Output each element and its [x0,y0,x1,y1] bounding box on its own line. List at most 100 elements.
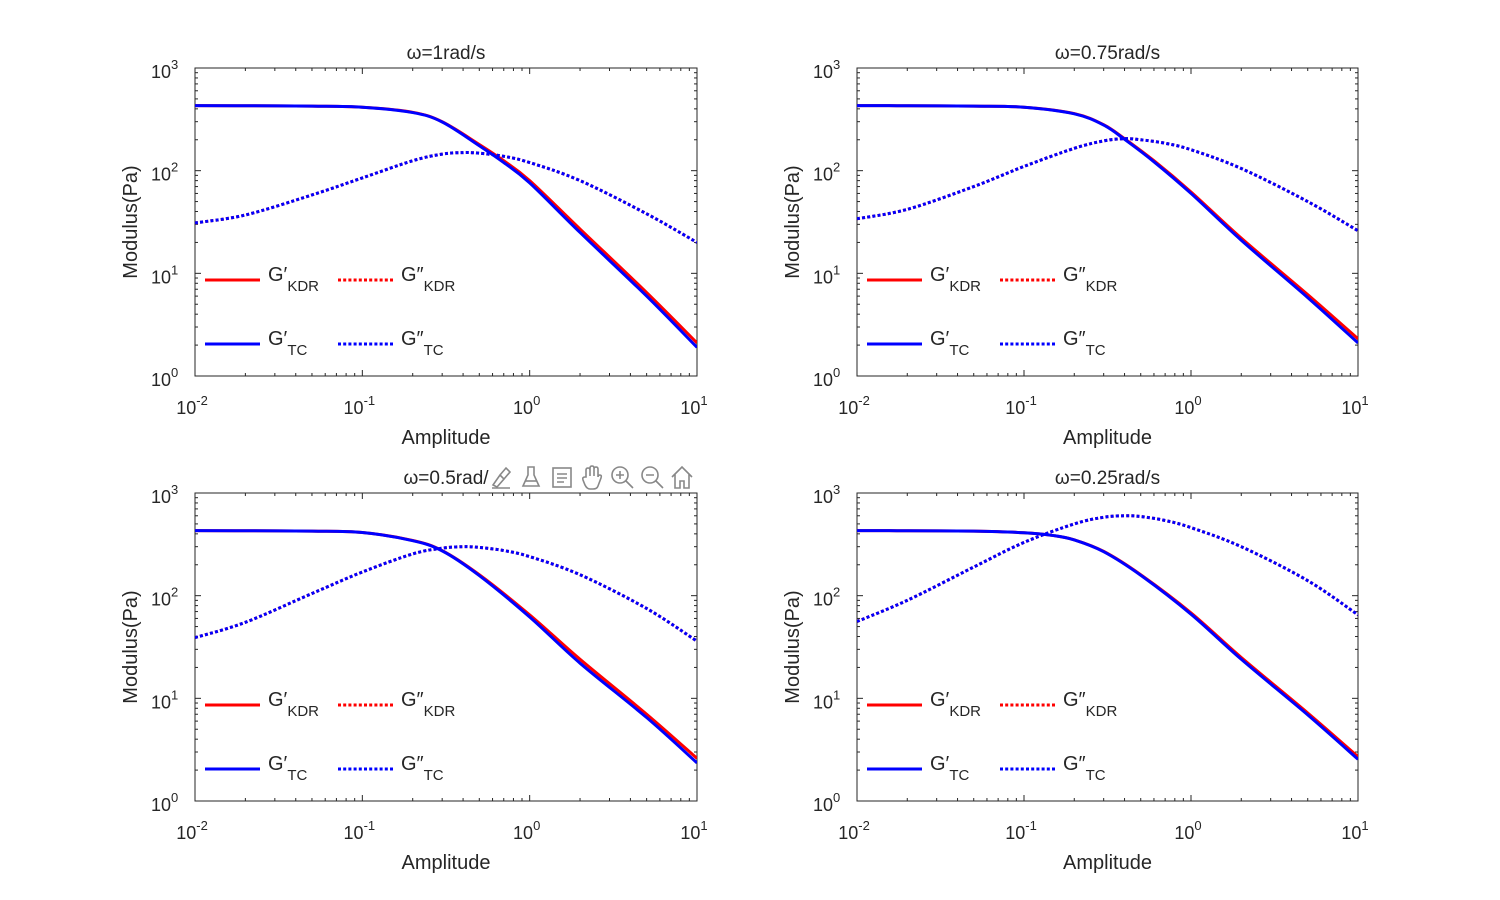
x-tick-base: 10 [513,398,533,418]
y-tick-base: 10 [151,267,171,287]
minor-ticks [195,68,697,376]
legend-main: G″ [401,689,424,711]
legend-label: G′KDR [268,264,319,295]
legend-main: G′ [930,689,950,711]
legend-main: G″ [1063,753,1086,775]
data-tip-icon[interactable] [552,467,572,488]
legend-main: G′ [930,753,950,775]
y-axis-label: Modulus(Pa) [120,165,142,278]
x-tick-exp: 1 [1361,393,1368,408]
y-tick-base: 10 [151,795,171,815]
brush-icon[interactable] [491,466,512,489]
legend-main: G′ [268,328,288,350]
y-tick-label: 101 [813,262,840,287]
y-tick-exp: 2 [171,160,178,175]
x-tick-label: 101 [1341,393,1368,418]
zoom-in-icon[interactable] [611,466,634,489]
x-tick-base: 10 [838,398,858,418]
legend-sub: KDR [949,703,981,720]
legend-sub: TC [1086,342,1106,359]
y-tick-label: 103 [151,482,178,507]
x-tick-label: 10-2 [838,393,870,418]
legend-label: G″KDR [401,264,455,295]
home-icon[interactable] [671,465,693,489]
legend-label: G″TC [1063,753,1106,784]
y-tick-label: 103 [813,482,840,507]
legend-sub: KDR [287,278,319,295]
y-tick-base: 10 [813,165,833,185]
x-tick-label: 10-1 [1005,393,1037,418]
legend-sub: KDR [424,703,456,720]
x-axis-label: Amplitude [402,427,491,449]
legend-main: G′ [268,753,288,775]
minor-ticks [857,68,1358,376]
x-tick-label: 10-1 [344,818,376,843]
legend-main: G″ [401,753,424,775]
x-tick-exp: -2 [858,393,870,408]
legend-main: G′ [930,264,950,286]
x-tick-label: 100 [513,818,540,843]
chart-title: ω=0.5rad/ [403,468,489,489]
legend-sub: TC [287,767,307,784]
y-tick-exp: 1 [833,687,840,702]
y-tick-exp: 0 [833,790,840,805]
legend-sub: TC [287,342,307,359]
x-tick-label: 100 [1174,818,1201,843]
x-tick-base: 10 [680,823,700,843]
legend-main: G″ [401,328,424,350]
subplot-2: 10-2 10-1 100 101100101102103ω=0.75rad/sAmp… [782,43,1369,449]
x-tick-base: 10 [1341,398,1361,418]
legend-sub: KDR [424,278,456,295]
y-tick-base: 10 [813,795,833,815]
series-line-gp-tc [857,104,1358,345]
axes-box [194,492,698,802]
axes-toolbar[interactable] [491,465,693,490]
y-tick-exp: 3 [171,482,178,497]
y-tick-label: 101 [151,687,178,712]
x-tick-base: 10 [838,823,858,843]
chart-title: ω=1rad/s [407,43,486,64]
x-tick-base: 10 [176,398,196,418]
y-axis-label: Modulus(Pa) [782,590,804,703]
x-tick-label: 10-2 [176,393,208,418]
zoom-out-icon[interactable] [641,466,664,489]
y-tick-exp: 1 [833,262,840,277]
x-tick-label: 100 [1174,393,1201,418]
x-tick-exp: 0 [533,393,540,408]
legend-sub: TC [1086,767,1106,784]
x-tick-exp: -1 [364,393,376,408]
legend-sub: TC [424,767,444,784]
eraser-icon[interactable] [521,466,541,487]
y-tick-label: 100 [151,365,178,390]
y-tick-base: 10 [813,370,833,390]
y-tick-exp: 0 [171,365,178,380]
y-tick-label: 102 [813,160,840,185]
chart-title: ω=0.75rad/s [1055,43,1160,64]
y-tick-exp: 2 [171,585,178,600]
pan-hand-icon[interactable] [581,465,603,490]
y-tick-base: 10 [151,165,171,185]
legend-label: G′TC [268,328,307,359]
legend-label: G″TC [401,328,444,359]
y-tick-base: 10 [151,692,171,712]
y-tick-label: 101 [151,262,178,287]
y-tick-label: 103 [813,57,840,82]
y-tick-exp: 1 [171,262,178,277]
series-line-gpp-tc [857,514,1358,623]
legend-label: G′KDR [930,264,981,295]
y-tick-exp: 1 [171,687,178,702]
legend-label: G″KDR [1063,689,1117,720]
x-tick-exp: 0 [1194,818,1201,833]
y-axis-label: Modulus(Pa) [120,590,142,703]
y-tick-base: 10 [813,267,833,287]
y-tick-exp: 0 [833,365,840,380]
y-tick-exp: 0 [171,790,178,805]
x-tick-label: 100 [513,393,540,418]
series-line-gp-tc [195,104,697,349]
legend-sub: KDR [1086,278,1118,295]
legend-label: G′TC [930,328,969,359]
x-tick-label: 101 [1341,818,1368,843]
y-tick-label: 103 [151,57,178,82]
